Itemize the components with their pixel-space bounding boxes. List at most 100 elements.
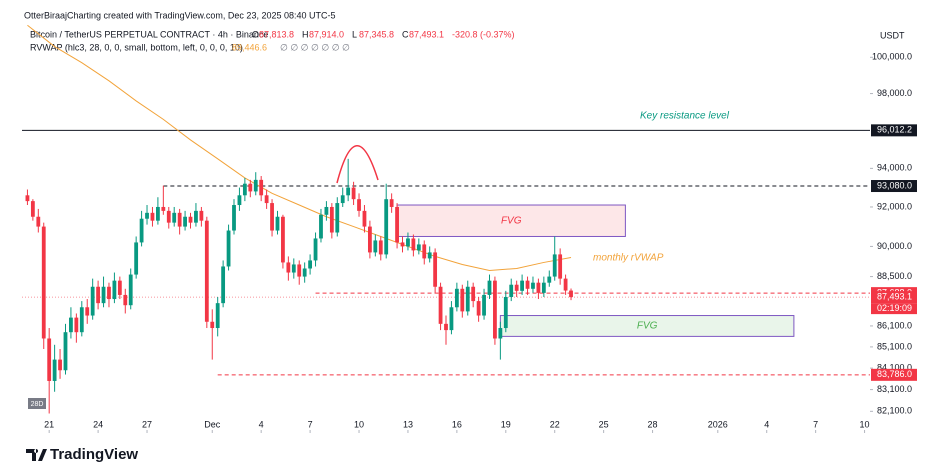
x-tick-label: 10 xyxy=(354,419,364,429)
candle-body xyxy=(134,242,139,275)
candle-body xyxy=(172,212,177,223)
candle-body xyxy=(123,294,128,306)
currency: USDT xyxy=(880,30,905,40)
candle-body xyxy=(482,294,486,316)
candle-body xyxy=(373,240,378,253)
candle-body xyxy=(357,199,361,211)
candle-body xyxy=(563,278,568,291)
level-label: 93,080.0 xyxy=(877,180,912,190)
candle-body xyxy=(69,317,73,333)
candle-body xyxy=(297,264,302,277)
candle-body xyxy=(215,303,220,329)
y-tick-label: 83,100.0 xyxy=(877,384,912,394)
candle-body xyxy=(291,264,296,273)
candle-body xyxy=(188,216,193,223)
y-tick-label: 85,100.0 xyxy=(877,341,912,351)
x-tick-label: 13 xyxy=(403,419,413,429)
candle-body xyxy=(541,282,546,293)
candle-body xyxy=(503,296,508,329)
candle-body xyxy=(335,203,340,233)
candle-body xyxy=(346,187,351,196)
candle-body xyxy=(101,286,106,304)
x-tick-label: 25 xyxy=(599,419,609,429)
x-tick-label: 4 xyxy=(764,419,769,429)
candle-body xyxy=(79,307,84,333)
candle-body xyxy=(340,195,345,204)
candle-body xyxy=(509,284,514,297)
candle-body xyxy=(520,280,525,291)
candle-body xyxy=(237,195,242,206)
candle-body xyxy=(324,206,329,215)
candle-body xyxy=(471,286,476,302)
legend-value: 87,914.0 xyxy=(309,29,344,39)
candle-body xyxy=(531,282,535,289)
rvwap-line xyxy=(27,24,572,272)
logo-mark xyxy=(26,449,47,461)
range-badge xyxy=(28,398,46,409)
candle-body xyxy=(226,230,231,267)
candle-body xyxy=(281,216,285,263)
countdown: 02:19:09 xyxy=(877,303,912,313)
candle-body xyxy=(96,286,101,304)
candle-body xyxy=(454,288,459,308)
candle-body xyxy=(558,254,563,279)
x-tick-label: 21 xyxy=(44,419,54,429)
legend: O 87,813.8 H 87,914.0 L 87,345.8 C 87,493.1 -320… xyxy=(252,29,515,39)
candle-body xyxy=(183,216,187,227)
candle-body xyxy=(449,307,454,331)
x-tick-label: Dec xyxy=(204,419,221,429)
y-tick-label: 100,000.0 xyxy=(872,52,912,62)
level-box xyxy=(871,124,917,137)
level-label: 96,012.2 xyxy=(877,125,912,135)
candle-body xyxy=(145,212,149,219)
x-tick-label: 28 xyxy=(648,419,658,429)
candle-body xyxy=(498,328,503,339)
level-box xyxy=(871,368,917,381)
candle-body xyxy=(286,262,291,273)
x-tick-label: 10 xyxy=(860,419,870,429)
last-price-label: 87,493.1 xyxy=(877,291,912,301)
candle-body xyxy=(242,183,247,196)
legend-key: O xyxy=(252,29,259,39)
candle-body xyxy=(493,280,497,339)
x-tick-label: 7 xyxy=(308,419,313,429)
credit: OtterBiraajCharting created with Trading… xyxy=(24,10,336,20)
candle-body xyxy=(166,210,171,223)
y-tick-label: 92,000.0 xyxy=(877,201,912,211)
fvg-label: FVG xyxy=(637,321,658,332)
x-tick-label: 27 xyxy=(142,419,152,429)
candle-body xyxy=(487,280,492,295)
candle-body xyxy=(416,244,421,251)
candle-body xyxy=(248,183,253,192)
candle-body xyxy=(514,284,519,291)
candle-body xyxy=(25,195,30,202)
x-tick-label: 19 xyxy=(501,419,511,429)
legend-value: 87,345.8 xyxy=(359,29,394,39)
candle-body xyxy=(444,323,448,331)
level-label: 83,786.0 xyxy=(877,369,912,379)
candle-body xyxy=(210,321,215,329)
symbol: Bitcoin / TetherUS PERPETUAL CONTRACT · … xyxy=(30,29,268,39)
legend-change: -320.8 (-0.37%) xyxy=(452,29,515,39)
candle-body xyxy=(465,286,470,312)
legend-key: C xyxy=(402,29,409,39)
candle-body xyxy=(406,238,410,247)
brand-logo xyxy=(26,449,47,461)
candle-body xyxy=(161,206,166,211)
candle-body xyxy=(362,210,367,227)
candle-body xyxy=(204,220,209,322)
candle-body xyxy=(58,359,62,371)
candle-body xyxy=(259,179,264,196)
candle-body xyxy=(395,206,399,243)
candle-body xyxy=(536,282,541,293)
candle-body xyxy=(177,212,182,227)
candle-body xyxy=(367,226,372,253)
candle-body xyxy=(351,187,356,200)
candle-body xyxy=(422,244,427,259)
candle-body xyxy=(117,280,122,295)
last-price-box xyxy=(871,291,917,304)
x-tick-label: 22 xyxy=(550,419,560,429)
candle-body xyxy=(139,218,144,243)
fvg-label: FVG xyxy=(501,215,522,226)
